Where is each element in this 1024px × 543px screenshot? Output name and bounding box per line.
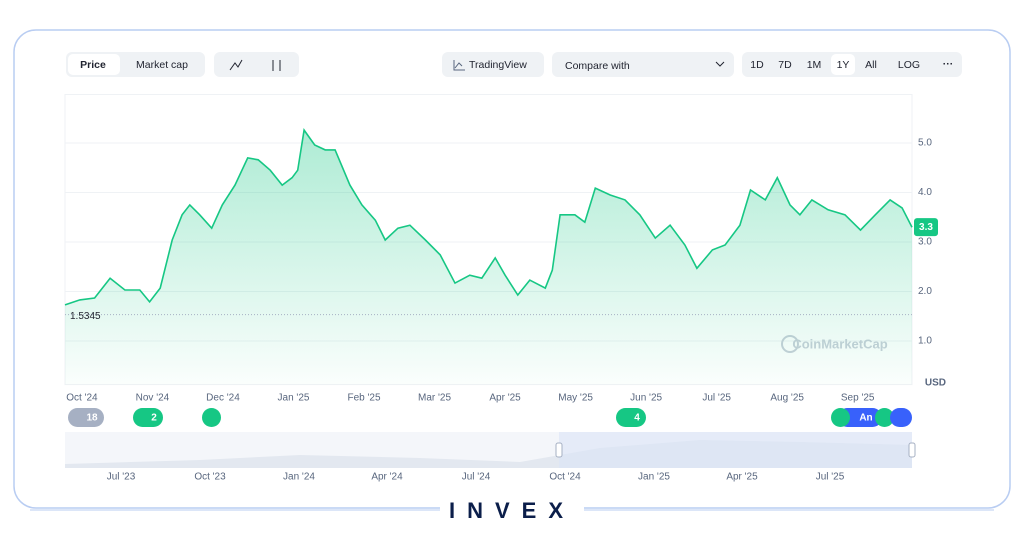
tab-active <box>68 54 120 75</box>
nav-label: Jul '24 <box>462 472 491 483</box>
navigator-window[interactable] <box>559 432 912 468</box>
y-tick-label: 1.0 <box>918 336 932 347</box>
tv-btn[interactable] <box>442 52 544 77</box>
last-badge <box>914 218 938 237</box>
brand: INVEX <box>449 498 575 523</box>
area <box>65 130 912 385</box>
x-tick-label: Mar '25 <box>418 393 451 404</box>
nav-label: Apr '25 <box>726 472 758 483</box>
tab[interactable]: Market cap <box>136 59 188 71</box>
event-count: 18 <box>86 413 98 424</box>
chart-type-group <box>214 52 299 77</box>
logo-bg <box>440 496 584 526</box>
x-tick-label: Aug '25 <box>770 393 804 404</box>
nav-label: Jan '24 <box>283 472 315 483</box>
x-tick-label: Oct '24 <box>66 393 98 404</box>
baseline-label: 1.5345 <box>70 311 101 322</box>
x-tick-label: Jun '25 <box>630 393 662 404</box>
x-tick-label: Feb '25 <box>348 393 381 404</box>
more-events[interactable] <box>890 408 912 427</box>
x-tick-label: Nov '24 <box>136 393 170 404</box>
tv-icon <box>453 60 465 71</box>
candle-icon[interactable] <box>272 60 281 71</box>
chevron <box>715 61 725 67</box>
event-count: 2 <box>151 413 157 424</box>
nav-label: Apr '24 <box>371 472 403 483</box>
y-tick-label: 3.0 <box>918 237 932 248</box>
range-btn[interactable]: 1Y <box>837 59 850 71</box>
event-count: An <box>859 413 872 424</box>
x-tick-label: May '25 <box>558 393 593 404</box>
x-tick-label: Jul '25 <box>702 393 731 404</box>
price-line <box>64 128 913 306</box>
compare-label: Compare with <box>565 60 630 72</box>
line-icon[interactable] <box>229 59 243 71</box>
compare-btn[interactable] <box>552 52 734 77</box>
x-tick-label: Dec '24 <box>206 393 240 404</box>
range-btn[interactable]: 1M <box>807 59 822 71</box>
x-tick-label: Apr '25 <box>489 393 521 404</box>
event-dot[interactable] <box>202 408 221 427</box>
event-badge[interactable] <box>838 408 882 427</box>
range-btn[interactable]: All <box>865 59 877 71</box>
range-btn[interactable]: 1D <box>750 59 764 71</box>
nav-label: Jul '25 <box>816 472 845 483</box>
y-tick-label: 2.0 <box>918 286 932 297</box>
x-tick-label: Sep '25 <box>841 393 875 404</box>
event-dot[interactable] <box>831 408 850 427</box>
nav-handle[interactable] <box>908 442 916 458</box>
nav-handle[interactable] <box>555 442 563 458</box>
nav-label: Jul '23 <box>107 472 136 483</box>
event-badge[interactable] <box>133 408 163 427</box>
range-active <box>831 54 855 75</box>
unit: USD <box>925 378 946 389</box>
y-tick-label: 4.0 <box>918 187 932 198</box>
nav-label: Jan '25 <box>638 472 670 483</box>
y-tick-label: 5.0 <box>918 138 932 149</box>
tab[interactable]: Price <box>80 59 106 71</box>
nav-label: Oct '23 <box>194 472 226 483</box>
tv-label: TradingView <box>469 59 527 71</box>
nav-label: Oct '24 <box>549 472 581 483</box>
x-tick-label: Jan '25 <box>278 393 310 404</box>
event-count: 4 <box>634 413 640 424</box>
event-badge[interactable] <box>616 408 646 427</box>
range-btn[interactable]: LOG <box>898 59 920 71</box>
last-value: 3.3 <box>919 222 933 233</box>
more[interactable]: ··· <box>943 58 954 70</box>
range-btn[interactable]: 7D <box>778 59 792 71</box>
event-dot[interactable] <box>875 408 894 427</box>
event-badge[interactable] <box>68 408 104 427</box>
